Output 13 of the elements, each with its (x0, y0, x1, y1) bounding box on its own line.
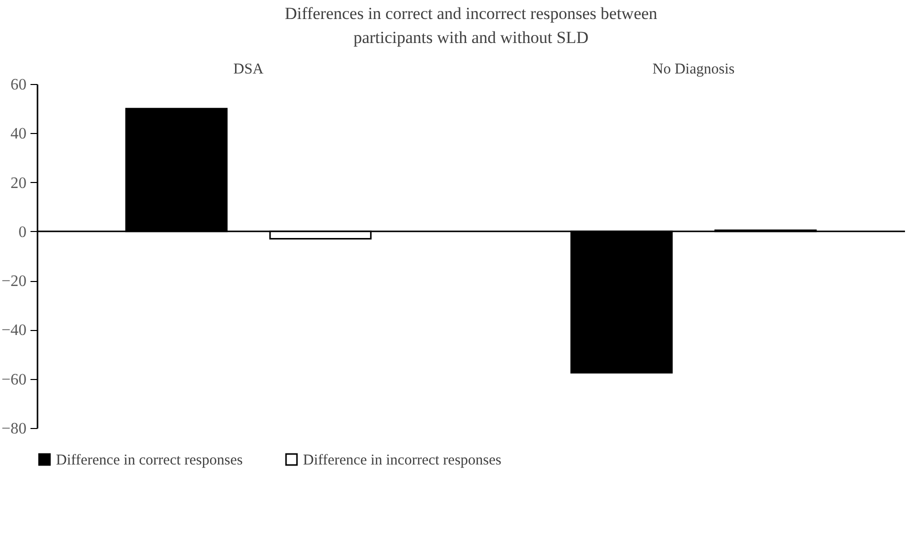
x-tick-label: DSA (233, 62, 264, 78)
y-tick-label: −60 (1, 371, 26, 388)
y-tick-label: 60 (10, 76, 26, 94)
y-tick-label: 0 (18, 224, 26, 241)
y-tick-label: −20 (1, 273, 26, 290)
y-tick-label: −40 (1, 322, 26, 340)
x-tick-label: No Diagnosis (652, 62, 735, 78)
legend-label: Difference in incorrect responses (303, 452, 502, 469)
y-tick-label: −80 (1, 420, 26, 438)
chart-title: Differences in correct and incorrect responses between participants with and without SLD (284, 4, 658, 47)
legend-label: Difference in correct responses (56, 452, 243, 469)
y-tick-label: 20 (10, 174, 26, 192)
y-tick-label: 40 (10, 126, 26, 143)
